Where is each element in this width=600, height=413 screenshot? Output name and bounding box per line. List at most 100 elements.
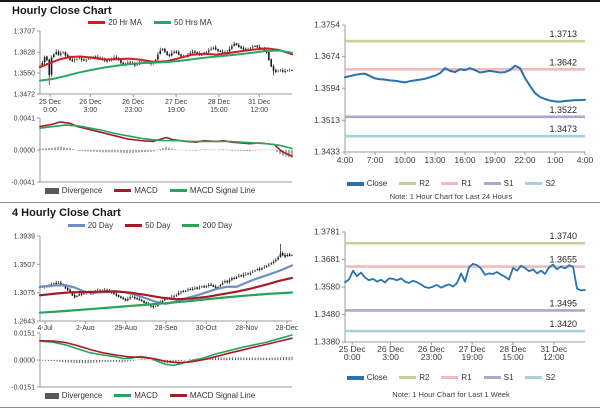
y-tick-label: -0.0041 bbox=[11, 180, 35, 187]
legend-swatch-s2-icon bbox=[525, 182, 543, 185]
x-tick-label: 2-Aug bbox=[76, 325, 95, 330]
x-tick-label: 26 Dec bbox=[418, 344, 446, 354]
legend-label: MACD bbox=[134, 391, 158, 400]
legend-swatch-macd-signal-line-icon bbox=[169, 394, 187, 397]
x-tick-label: 19:00 bbox=[484, 155, 506, 165]
y-tick-label: 1.3380 bbox=[314, 337, 340, 347]
legend-label: R2 bbox=[419, 373, 430, 382]
legend-label: Divergence bbox=[61, 186, 103, 195]
level-label-r2: 1.3713 bbox=[549, 29, 577, 39]
legend-swatch-s1-icon bbox=[483, 376, 501, 379]
legend-label: R2 bbox=[419, 179, 430, 188]
legend-item: MACD bbox=[114, 186, 158, 195]
legend-label: Divergence bbox=[61, 391, 103, 400]
x-tick-label: 28-Dec bbox=[276, 325, 299, 330]
y-tick-label: 1.2643 bbox=[14, 319, 36, 326]
x-tick-label: 26 Dec bbox=[377, 344, 405, 354]
y-tick-label: 1.3550 bbox=[14, 71, 36, 78]
legend-item: S2 bbox=[525, 179, 555, 188]
legend-label: R1 bbox=[461, 179, 472, 188]
x-tick-label: 22:00 bbox=[514, 155, 536, 165]
x-tick-label: 0:00 bbox=[344, 352, 361, 362]
x-tick-label: 15:00 bbox=[502, 352, 524, 362]
x-tick-label: 23:00 bbox=[421, 352, 443, 362]
y-tick-label: 1.3781 bbox=[314, 227, 340, 237]
series-ma50 bbox=[38, 276, 294, 301]
y-tick-label: 1.3507 bbox=[14, 262, 36, 269]
top-border bbox=[0, 0, 600, 2]
level-label-r1: 1.3655 bbox=[549, 255, 577, 265]
y-tick-label: 1.3681 bbox=[314, 254, 340, 264]
series-close bbox=[344, 64, 586, 103]
series-ma200 bbox=[38, 291, 294, 314]
y-tick-label: 1.3939 bbox=[14, 234, 36, 241]
x-tick-label: 12:00 bbox=[543, 352, 565, 362]
legend-label: R1 bbox=[461, 373, 472, 382]
legend-swatch-macd-icon bbox=[114, 189, 132, 192]
x-tick-label: 13:00 bbox=[424, 155, 446, 165]
legend-label: S1 bbox=[503, 179, 514, 188]
x-tick-label: 15:00 bbox=[210, 107, 228, 114]
legend-label: Close bbox=[366, 179, 388, 188]
legend-swatch-20-day-icon bbox=[67, 224, 85, 227]
legend-item: MACD Signal Line bbox=[169, 186, 256, 195]
legend-label: MACD Signal Line bbox=[189, 186, 256, 195]
legend-item: Divergence bbox=[44, 186, 103, 195]
hourly-close-chart-title: Hourly Close Chart bbox=[12, 5, 112, 17]
series-close bbox=[344, 262, 586, 292]
hourly-pivot-legend: Close R2 R1 S1 S2 bbox=[302, 178, 600, 189]
legend-swatch-s1-icon bbox=[483, 182, 501, 185]
legend-label: 20 Day bbox=[87, 221, 114, 230]
level-label-s2: 1.3473 bbox=[549, 124, 577, 134]
hourly-macd-legend: Divergence MACD MACD Signal Line bbox=[0, 185, 300, 196]
y-tick-label: 1.3594 bbox=[314, 83, 340, 93]
four-hourly-macd-legend: Divergence MACD MACD Signal Line bbox=[0, 390, 300, 401]
legend-label: 200 Day bbox=[202, 221, 233, 230]
x-tick-label: 19:00 bbox=[462, 352, 484, 362]
legend-label: MACD bbox=[134, 186, 158, 195]
x-tick-label: 1:00 bbox=[547, 155, 564, 165]
x-tick-label: 16:00 bbox=[454, 155, 476, 165]
y-tick-label: 1.3513 bbox=[314, 115, 340, 125]
x-tick-label: 10:00 bbox=[394, 155, 416, 165]
legend-swatch-close-icon bbox=[346, 375, 364, 380]
y-tick-label: 1.3628 bbox=[14, 50, 36, 57]
legend-swatch-r1-icon bbox=[441, 182, 459, 185]
x-tick-label: 25 Dec bbox=[39, 99, 62, 106]
x-tick-label: 28-Nov bbox=[235, 325, 258, 330]
legend-swatch-r2-icon bbox=[399, 182, 417, 185]
x-tick-label: 19:00 bbox=[167, 107, 185, 114]
legend-label: S2 bbox=[545, 373, 556, 382]
x-tick-label: 27 Dec bbox=[459, 344, 487, 354]
legend-item: MACD Signal Line bbox=[169, 391, 256, 400]
legend-swatch-r2-icon bbox=[399, 376, 417, 379]
legend-label: MACD Signal Line bbox=[189, 391, 256, 400]
x-tick-label: 26 Dec bbox=[79, 99, 102, 106]
legend-swatch-50-day-icon bbox=[125, 224, 143, 227]
four-hourly-macd-svg: 0.0151 0.0000 -0.0151 bbox=[11, 331, 293, 391]
y-tick-label: 1.3480 bbox=[314, 309, 340, 319]
legend-swatch-50-hrs-ma-icon bbox=[154, 21, 171, 24]
x-tick-label: 7:00 bbox=[367, 155, 384, 165]
legend-label: S1 bbox=[503, 373, 514, 382]
legend-item: S1 bbox=[483, 373, 514, 382]
x-tick-label: 28 Dec bbox=[500, 344, 528, 354]
y-tick-label: -0.0151 bbox=[11, 385, 35, 391]
x-tick-label: 12:00 bbox=[250, 107, 268, 114]
y-tick-label: 1.3754 bbox=[314, 20, 340, 30]
level-label-r1: 1.3642 bbox=[549, 57, 577, 67]
section-separator bbox=[0, 202, 600, 203]
x-tick-label: 23:00 bbox=[124, 107, 142, 114]
legend-item: 50 Day bbox=[125, 221, 170, 230]
series-ma20 bbox=[39, 47, 293, 69]
x-tick-label: 30-Oct bbox=[196, 325, 217, 330]
four-hourly-ma-legend: 20 Day 50 Day 200 Day bbox=[0, 220, 300, 231]
series-ma50 bbox=[39, 49, 293, 82]
legend-item: Close bbox=[346, 179, 388, 188]
weekly-pivot-note: Note: 1 Hour Chart for Last 1 Week bbox=[392, 390, 510, 399]
weekly-pivot-legend: Close R2 R1 S1 S2 bbox=[302, 372, 600, 383]
series-macd bbox=[39, 121, 293, 158]
y-tick-label: 1.3580 bbox=[314, 282, 340, 292]
